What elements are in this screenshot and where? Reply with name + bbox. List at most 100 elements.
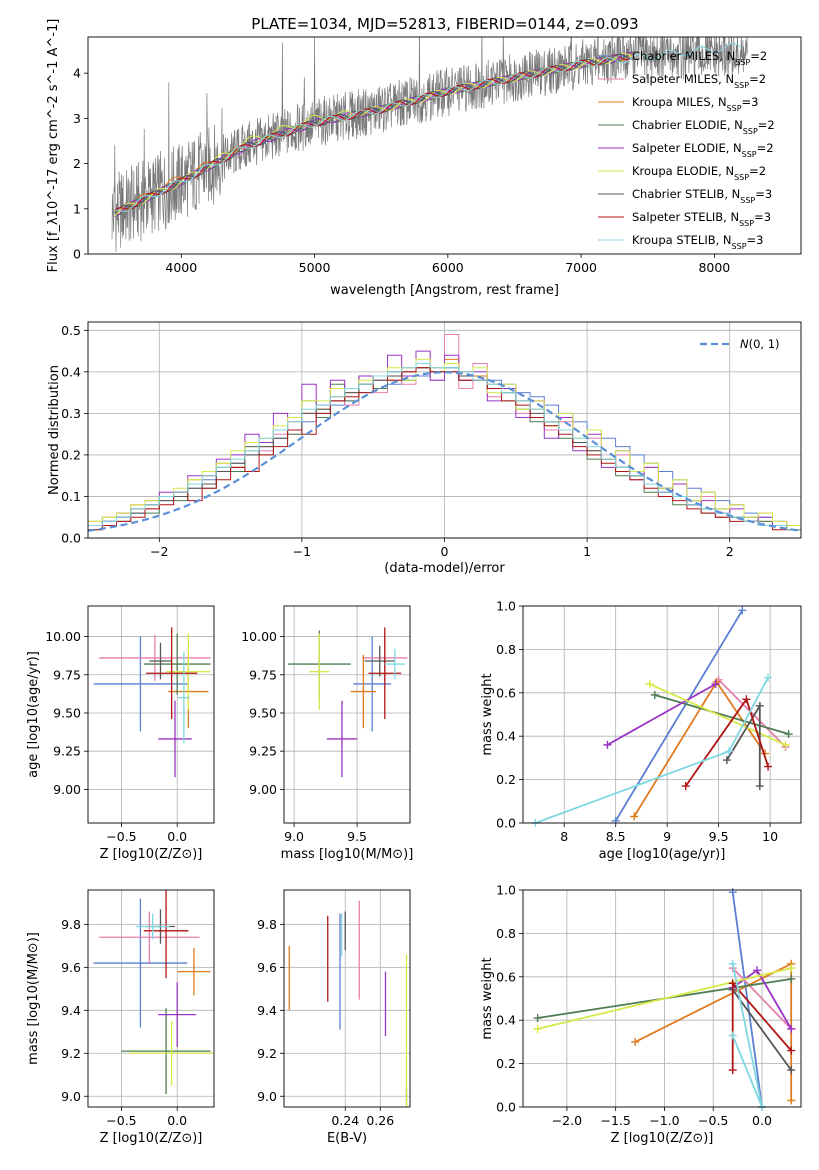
weight-marker (787, 1024, 796, 1033)
plot-area (93, 627, 211, 778)
weight-marker (711, 680, 720, 689)
y-tick-label: 9.4 (61, 1003, 81, 1018)
legend-entry: Salpeter MILES, NSSP=2 (632, 72, 766, 90)
x-tick-label: 0.0 (167, 829, 187, 844)
weight-marker (738, 606, 747, 615)
weight-marker (764, 673, 773, 682)
y-tick-label: 1.0 (496, 883, 516, 898)
x-axis-label: age [log10(age/yr)] (599, 847, 726, 862)
weight-marker (533, 1024, 542, 1033)
x-tick-label: 0.26 (366, 1113, 394, 1128)
legend-entry: Chabrier MILES, NSSP=2 (632, 49, 767, 67)
residual-histogram-line (88, 367, 801, 531)
weight-marker (787, 1096, 796, 1105)
x-tick-label: −1 (293, 544, 311, 559)
weight-line (731, 989, 792, 1071)
residual-histogram-line (88, 363, 801, 531)
weight-marker (764, 762, 773, 771)
y-tick-label: 9.6 (257, 960, 277, 975)
y-tick-label: 0.4 (61, 364, 81, 379)
weight-marker (728, 888, 737, 897)
weight-line (654, 694, 789, 735)
y-tick-label: 0.6 (496, 969, 516, 984)
x-axis-label: mass [log10(M/M⊙)] (281, 847, 414, 862)
y-axis-label: mass weight (480, 673, 495, 755)
legend-entry: Kroupa ELODIE, NSSP=2 (632, 164, 766, 182)
weight-series (681, 695, 773, 791)
weight-series (631, 959, 796, 1105)
y-tick-label: 9.75 (53, 667, 81, 682)
weight-marker (533, 1014, 542, 1023)
plot-area (287, 627, 408, 778)
errorbar-point (121, 1008, 211, 1095)
weight-marker (645, 680, 654, 689)
weight-marker (728, 1066, 737, 1075)
legend-entry: Salpeter ELODIE, NSSP=2 (632, 141, 774, 159)
y-tick-label: 4 (73, 66, 81, 81)
axes-frame (283, 889, 411, 1108)
y-tick-label: 9.2 (257, 1046, 277, 1061)
weight-marker (753, 966, 762, 975)
legend-entry: N(0, 1) (740, 337, 780, 351)
legend-entry: Chabrier STELIB, NSSP=3 (632, 187, 772, 205)
x-tick-label: −1.0 (649, 1113, 679, 1128)
chart-mass_vs_Z: −0.5 0.0 9.0 9.2 9.4 9.6 9.8 Z [log10(Z/Z⊙)] mas… (26, 889, 215, 1146)
errorbar-point (99, 911, 200, 964)
errorbar-point (135, 913, 170, 940)
y-tick-label: 9.00 (249, 782, 277, 797)
weight-marker (787, 1066, 796, 1075)
x-tick-label: −1.5 (600, 1113, 630, 1128)
x-tick-label: −2 (150, 544, 168, 559)
y-tick-label: 3 (73, 111, 81, 126)
weight-marker (631, 1037, 640, 1046)
x-tick-label: −0.5 (698, 1113, 728, 1128)
axes-frame (522, 605, 802, 824)
model-spectrum-line (114, 53, 635, 214)
y-tick-label: 9.4 (257, 1003, 277, 1018)
weight-marker (722, 756, 731, 765)
weight-line (649, 683, 786, 746)
weight-series (533, 964, 796, 1033)
y-tick-label: 0.2 (496, 1056, 516, 1071)
y-tick-label: 9.6 (61, 960, 81, 975)
y-axis-label: age [log10(age/yr)] (26, 651, 41, 778)
x-tick-label: 9 (663, 829, 671, 844)
weight-marker (787, 964, 796, 973)
x-axis-label: Z [log10(Z/Z⊙)] (100, 847, 203, 862)
x-tick-label: 1 (583, 544, 591, 559)
y-tick-label: 10.00 (241, 629, 277, 644)
y-tick-label: 0.1 (61, 489, 81, 504)
errorbar-point (326, 700, 358, 778)
y-tick-label: 9.25 (249, 744, 277, 759)
charts-layer: 4000 5000 6000 7000 8000 0 1 2 3 4 Chabrier MILES,… (26, 19, 802, 1146)
x-tick-label: 0 (441, 544, 449, 559)
axes-frame (522, 889, 802, 1108)
figure-title: PLATE=1034, MJD=52813, FIBERID=0144, z=0… (251, 15, 638, 33)
errorbar-point (129, 1021, 214, 1086)
residuals-legend: N(0, 1) (700, 337, 780, 351)
y-tick-label: 9.25 (53, 744, 81, 759)
x-tick-label: 6000 (432, 260, 464, 275)
y-tick-label: 2 (73, 156, 81, 171)
y-tick-label: 0.0 (496, 816, 516, 831)
weight-marker (728, 1031, 737, 1040)
model-spectrum-line (114, 42, 742, 213)
errorbar-point (145, 627, 198, 720)
normal-curve-line (88, 371, 801, 532)
x-axis-label: wavelength [Angstrom, rest frame] (330, 283, 559, 298)
x-tick-label: 8.5 (606, 829, 626, 844)
weight-series (603, 680, 720, 749)
plot-area (93, 890, 214, 1095)
weight-marker (728, 979, 737, 988)
errorbar-point (93, 898, 188, 1028)
y-tick-label: 9.50 (249, 705, 277, 720)
x-axis-label: (data-model)/error (384, 561, 505, 576)
errorbar-point (309, 633, 330, 710)
weight-line (606, 683, 716, 746)
errorbar-point (143, 890, 189, 979)
errorbar-point (177, 948, 211, 996)
chart-mass_vs_ebv: 0.24 0.26 9.0 9.2 9.4 9.6 9.8 E(B-V) (257, 889, 411, 1146)
y-tick-label: 9.50 (53, 705, 81, 720)
chart-residuals: −2 −1 0 1 2 0.0 0.1 0.2 0.3 0.4 0.5 N(0, 1) (data-mo… (47, 321, 802, 576)
plot-area (288, 900, 408, 1107)
